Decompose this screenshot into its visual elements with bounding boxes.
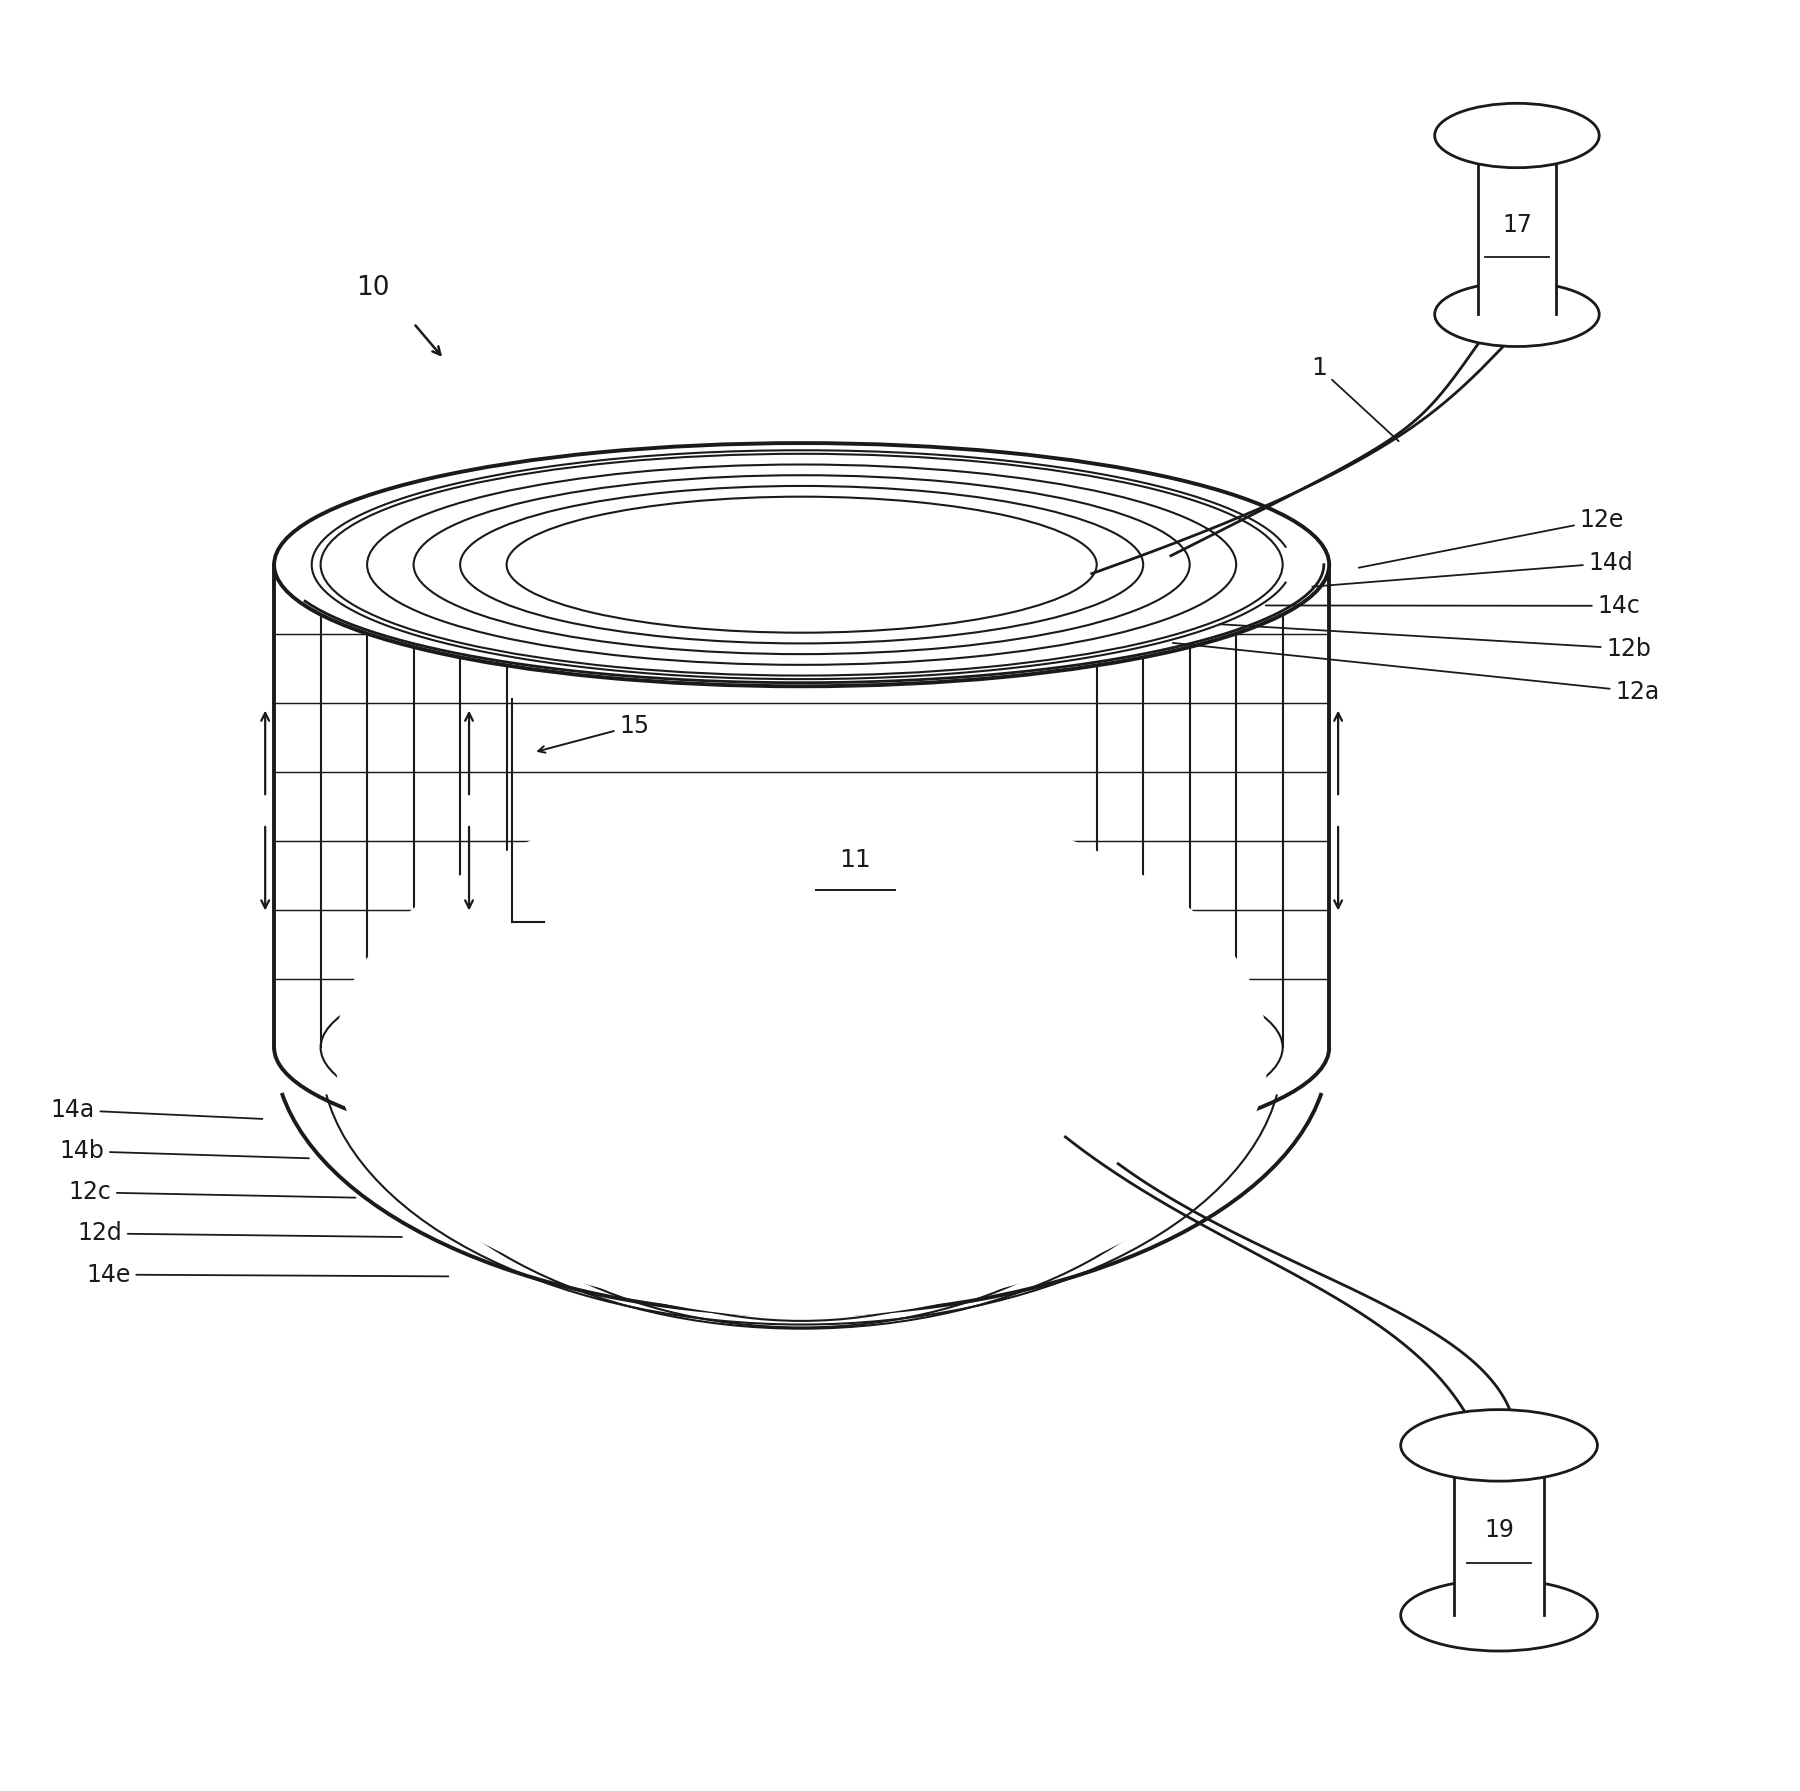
Ellipse shape xyxy=(335,792,1269,1313)
Ellipse shape xyxy=(274,442,1328,686)
Text: 11: 11 xyxy=(839,847,871,872)
Text: 14a: 14a xyxy=(50,1098,263,1123)
Text: 12a: 12a xyxy=(1174,643,1660,704)
Ellipse shape xyxy=(274,442,1328,686)
Ellipse shape xyxy=(461,485,1143,643)
Bar xyxy=(274,564,1328,1048)
Ellipse shape xyxy=(515,849,1087,1300)
Ellipse shape xyxy=(380,799,1224,1318)
Text: 12e: 12e xyxy=(1359,509,1624,568)
Text: 12b: 12b xyxy=(1219,625,1651,661)
Ellipse shape xyxy=(274,987,1328,1109)
Ellipse shape xyxy=(414,475,1190,654)
Text: 12d: 12d xyxy=(77,1221,401,1245)
Bar xyxy=(1454,1445,1544,1615)
Ellipse shape xyxy=(1435,283,1598,346)
Text: 17: 17 xyxy=(1501,213,1532,236)
Text: 14c: 14c xyxy=(1265,595,1640,618)
Text: 10: 10 xyxy=(356,274,389,301)
Ellipse shape xyxy=(367,464,1237,664)
Text: 15: 15 xyxy=(538,713,650,752)
Ellipse shape xyxy=(1435,104,1598,168)
Bar xyxy=(1478,136,1557,315)
Text: 14e: 14e xyxy=(86,1263,448,1286)
Ellipse shape xyxy=(1400,1410,1597,1481)
Ellipse shape xyxy=(425,810,1177,1316)
Ellipse shape xyxy=(320,453,1283,675)
Ellipse shape xyxy=(506,496,1096,632)
Text: 1: 1 xyxy=(1310,356,1399,441)
Text: 19: 19 xyxy=(1485,1519,1514,1542)
Ellipse shape xyxy=(470,827,1132,1311)
Text: 14b: 14b xyxy=(59,1139,310,1162)
Text: 14d: 14d xyxy=(1312,552,1633,587)
Text: 12c: 12c xyxy=(68,1180,355,1204)
Ellipse shape xyxy=(1400,1580,1597,1651)
